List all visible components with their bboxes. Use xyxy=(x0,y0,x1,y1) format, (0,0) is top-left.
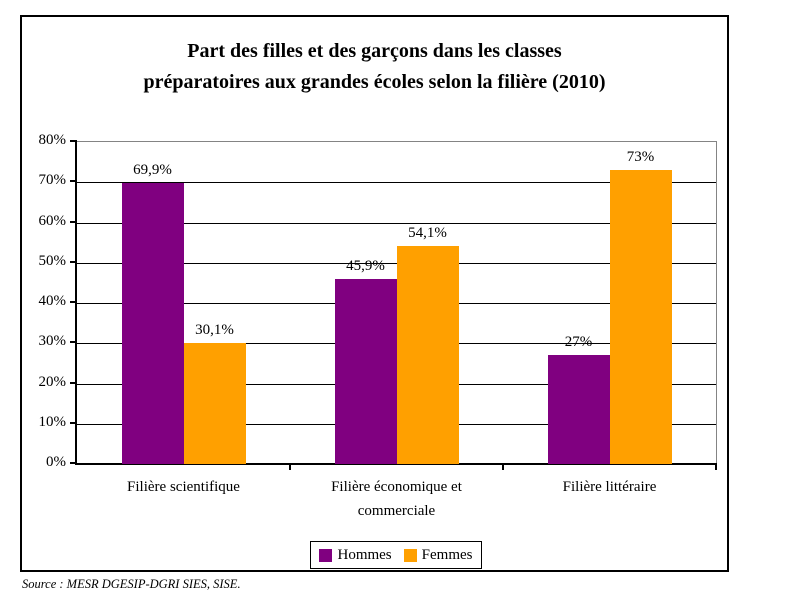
category-label: Filière économique et commerciale xyxy=(331,479,462,519)
data-label: 73% xyxy=(626,149,655,166)
source-note: Source : MESR DGESIP-DGRI SIES, SISE. xyxy=(22,577,241,591)
plot-area: 69,9% 30,1% 45,9% 54,1% 27% 73% xyxy=(77,141,717,464)
data-label: 54,1% xyxy=(408,225,447,242)
legend-item: Femmes xyxy=(403,546,473,564)
y-axis-tick xyxy=(70,140,77,142)
legend-swatch-femmes xyxy=(403,548,417,562)
y-axis-tick xyxy=(70,260,77,263)
y-tick-label: 30% xyxy=(38,333,67,350)
bar-hommes-2 xyxy=(547,355,610,464)
y-axis-line xyxy=(75,141,77,465)
category-label: Filière scientifique xyxy=(127,479,240,495)
y-tick-label: 60% xyxy=(38,212,67,229)
gridline xyxy=(77,182,716,184)
legend-swatch-hommes xyxy=(319,548,333,562)
legend-label: Hommes xyxy=(337,546,392,563)
y-tick-label: 0% xyxy=(46,454,66,470)
chart-title: Part des filles et des garçons dans les … xyxy=(20,36,729,98)
y-tick-label: 10% xyxy=(38,413,67,430)
data-label: 45,9% xyxy=(346,258,385,275)
bar-femmes-2 xyxy=(609,170,672,464)
x-axis-tick xyxy=(502,463,504,470)
y-tick-label: 70% xyxy=(38,172,67,189)
legend-label: Femmes xyxy=(421,546,473,563)
y-tick-label: 50% xyxy=(38,252,67,269)
y-axis-tick xyxy=(70,180,77,183)
y-axis-tick xyxy=(70,381,77,384)
bar-hommes-1 xyxy=(334,279,397,464)
y-tick-label: 80% xyxy=(38,132,67,148)
y-axis-tick xyxy=(70,301,77,303)
bar-hommes-0 xyxy=(121,182,184,464)
bar-femmes-0 xyxy=(183,342,246,464)
chart-title-line2: préparatoires aux grandes écoles selon l… xyxy=(143,71,606,93)
chart-title-line1: Part des filles et des garçons dans les … xyxy=(187,40,562,62)
x-axis-line xyxy=(75,463,716,465)
x-axis-tick xyxy=(289,463,291,470)
y-axis-tick xyxy=(70,421,77,424)
legend-box: Hommes Femmes xyxy=(310,541,482,569)
y-tick-label: 40% xyxy=(38,293,67,309)
y-axis-tick xyxy=(70,220,77,223)
y-axis-tick xyxy=(70,341,77,344)
y-tick-label: 20% xyxy=(38,373,67,390)
gridline xyxy=(77,222,716,224)
y-axis-tick xyxy=(70,462,77,464)
x-axis-tick xyxy=(715,463,717,470)
data-label: 27% xyxy=(564,334,593,351)
bar-femmes-1 xyxy=(396,246,459,464)
data-label: 69,9% xyxy=(133,161,172,178)
category-label: Filière littéraire xyxy=(562,479,657,495)
legend-item: Hommes xyxy=(319,546,392,564)
data-label: 30,1% xyxy=(195,321,234,338)
